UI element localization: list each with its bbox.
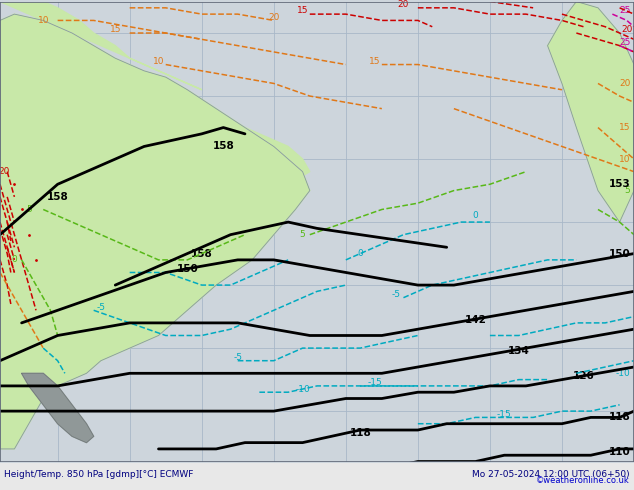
Text: 110: 110 xyxy=(392,463,415,473)
Text: 20: 20 xyxy=(0,167,10,176)
Text: -10: -10 xyxy=(295,385,310,393)
Text: 25: 25 xyxy=(619,38,630,47)
Text: 20: 20 xyxy=(398,0,409,9)
Text: 134: 134 xyxy=(508,346,529,356)
Text: Height/Temp. 850 hPa [gdmp][°C] ECMWF: Height/Temp. 850 hPa [gdmp][°C] ECMWF xyxy=(4,470,193,479)
Text: 10: 10 xyxy=(37,16,49,25)
Text: 158: 158 xyxy=(47,192,68,202)
Text: 20: 20 xyxy=(268,13,280,22)
Text: 118: 118 xyxy=(349,428,371,438)
Polygon shape xyxy=(548,1,634,222)
Text: 150: 150 xyxy=(609,248,630,259)
Text: 15: 15 xyxy=(297,6,308,16)
Text: 40W: 40W xyxy=(266,477,281,483)
Text: 126: 126 xyxy=(573,371,595,381)
Polygon shape xyxy=(22,373,94,442)
Text: 150: 150 xyxy=(176,264,198,274)
Text: -15: -15 xyxy=(367,378,382,387)
Text: 0: 0 xyxy=(472,211,479,220)
Text: 5: 5 xyxy=(26,205,32,214)
Polygon shape xyxy=(0,14,310,449)
Text: 0: 0 xyxy=(560,477,564,483)
Text: 15: 15 xyxy=(110,25,121,34)
Text: 20W: 20W xyxy=(410,477,426,483)
Text: 110: 110 xyxy=(609,447,630,457)
Text: 118: 118 xyxy=(609,413,630,422)
Text: 25: 25 xyxy=(619,6,630,16)
Text: 5: 5 xyxy=(624,186,630,195)
Text: 10W: 10W xyxy=(482,477,498,483)
Text: 153: 153 xyxy=(609,179,630,189)
Text: -10: -10 xyxy=(616,369,630,378)
Text: 20: 20 xyxy=(621,25,633,34)
Text: 15: 15 xyxy=(369,57,380,66)
Text: 10: 10 xyxy=(153,57,164,66)
Text: 142: 142 xyxy=(465,315,486,325)
Text: 60W: 60W xyxy=(122,477,138,483)
Text: 10: 10 xyxy=(619,154,630,164)
Text: 70W: 70W xyxy=(49,477,65,483)
Polygon shape xyxy=(202,121,310,184)
Text: 15: 15 xyxy=(619,123,630,132)
Text: -5: -5 xyxy=(233,353,242,362)
Text: 30W: 30W xyxy=(338,477,354,483)
Text: -5: -5 xyxy=(96,303,105,312)
Text: -15: -15 xyxy=(497,410,512,419)
Text: 158: 158 xyxy=(212,142,234,151)
Text: Mo 27-05-2024 12:00 UTC (06+50): Mo 27-05-2024 12:00 UTC (06+50) xyxy=(472,470,630,479)
Text: -5: -5 xyxy=(392,290,401,299)
Bar xyxy=(0,1,634,462)
Text: 158: 158 xyxy=(191,248,212,259)
Text: 50W: 50W xyxy=(194,477,210,483)
Text: 5: 5 xyxy=(300,230,306,239)
Polygon shape xyxy=(0,1,202,90)
Text: 0: 0 xyxy=(11,255,17,265)
Text: 0: 0 xyxy=(358,249,363,258)
Text: 20: 20 xyxy=(619,79,630,88)
Text: ©weatheronline.co.uk: ©weatheronline.co.uk xyxy=(536,476,630,485)
